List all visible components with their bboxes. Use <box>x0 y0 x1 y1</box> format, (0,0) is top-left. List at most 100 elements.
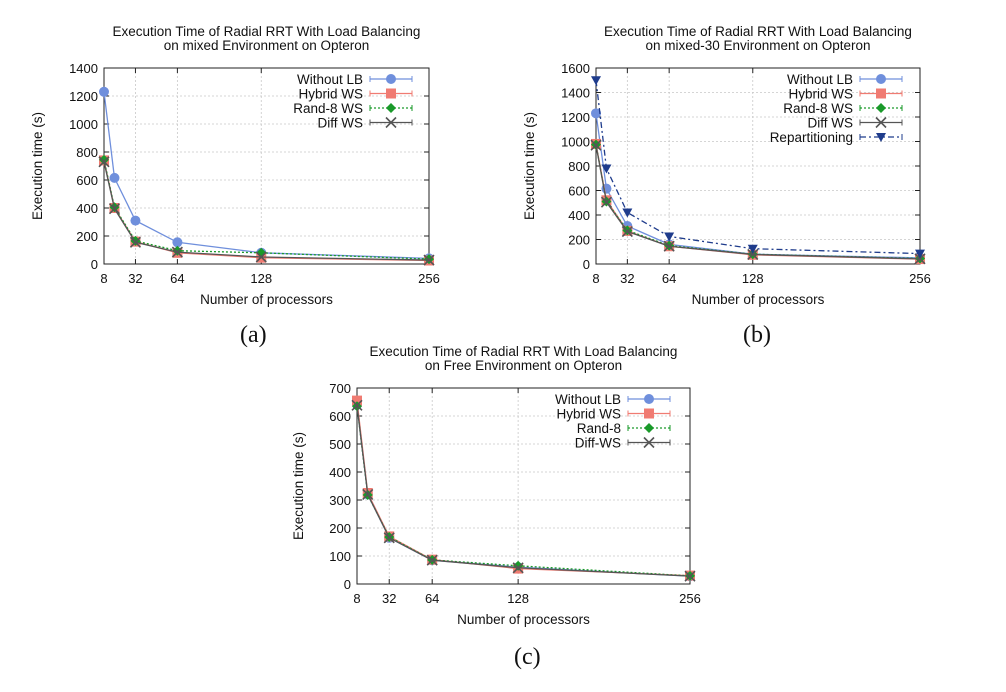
legend-label-diff-ws: Diff WS <box>807 116 853 131</box>
data-point-diff-ws <box>914 253 926 265</box>
data-point-rand-8 <box>427 554 438 565</box>
data-point-repartitioning <box>601 164 612 174</box>
data-point-hybrid-ws <box>424 255 434 266</box>
y-tick-label: 1600 <box>561 61 590 76</box>
series-line-rand-8-ws <box>103 159 430 260</box>
legend-label-diff-ws: Diff WS <box>317 116 363 131</box>
legend-label-hybrid-ws: Hybrid WS <box>556 407 621 422</box>
sublabel-b: (b) <box>743 322 771 348</box>
sublabel-c: (c) <box>514 644 541 670</box>
data-point-rand-8-ws <box>664 240 675 251</box>
data-point-without-lb <box>601 183 612 194</box>
y-tick-label: 1400 <box>561 86 590 101</box>
sublabel-a: (a) <box>240 322 267 348</box>
legend-marker-hybrid-ws <box>644 408 654 419</box>
chart-title-line: Execution Time of Radial RRT With Load B… <box>113 24 421 39</box>
data-point-without-lb <box>130 215 141 226</box>
data-point-diff-ws <box>108 203 121 215</box>
y-tick-label: 600 <box>329 409 351 424</box>
series-line-rand-8 <box>356 406 691 577</box>
chart-title-line: Execution Time of Radial RRT With Load B… <box>370 344 678 359</box>
data-point-without-lb <box>109 172 120 183</box>
legend-label-diff-ws: Diff-WS <box>575 436 621 451</box>
data-point-hybrid-ws <box>622 225 633 236</box>
x-tick-label: 32 <box>620 271 634 286</box>
y-tick-label: 500 <box>329 437 351 452</box>
plot-frame <box>103 67 430 265</box>
data-point-diff-ws <box>423 254 435 266</box>
legend-label-repartitioning: Repartitioning <box>770 130 853 145</box>
legend-marker-hybrid-ws <box>876 88 886 99</box>
y-tick-label: 400 <box>568 208 590 223</box>
legend-marker-diff-ws <box>643 436 655 449</box>
y-tick-label: 1000 <box>561 135 590 150</box>
legend-label-rand-8-ws: Rand-8 WS <box>293 101 363 116</box>
data-point-hybrid-ws <box>513 563 524 574</box>
y-tick-label: 600 <box>76 173 98 188</box>
data-point-rand-8-ws <box>256 247 267 258</box>
data-point-hybrid-ws <box>747 249 758 260</box>
data-point-repartitioning <box>915 249 925 259</box>
data-point-without-lb <box>172 237 183 248</box>
legend-label-without-lb: Without LB <box>555 392 621 407</box>
data-point-rand-8-ws <box>601 196 612 207</box>
data-point-rand-8-ws <box>915 253 925 264</box>
data-point-rand-8-ws <box>424 254 434 265</box>
data-point-without-lb <box>591 108 601 119</box>
data-point-without-lb <box>99 86 109 97</box>
data-point-diff-ws <box>383 532 395 544</box>
data-point-hybrid-ws <box>172 247 183 258</box>
series-line-rand-8-ws <box>595 144 921 260</box>
data-point-hybrid-ws <box>256 252 267 263</box>
legend-marker-hybrid-ws <box>386 88 396 99</box>
chart-2-group: 0 100 200 300 400 500 600 700 8 32 64 128 256 Executi… <box>291 344 701 627</box>
x-tick-label: 32 <box>382 591 396 606</box>
data-point-rand-8-ws <box>130 235 141 246</box>
chart-title-line: on mixed Environment on Opteron <box>164 38 370 53</box>
series-line-without-lb <box>595 113 921 259</box>
legend-marker-rand-8-ws <box>876 103 886 113</box>
x-tick-label: 128 <box>742 271 764 286</box>
y-axis-label: Execution time (s) <box>291 432 306 540</box>
data-point-without-lb <box>384 532 395 543</box>
data-point-without-lb <box>747 249 758 260</box>
y-tick-label: 0 <box>91 257 98 272</box>
data-point-diff-ws <box>747 248 759 261</box>
chart-title-line: on mixed-30 Environment on Opteron <box>645 38 870 53</box>
legend-label-rand-8: Rand-8 <box>577 421 621 436</box>
data-point-rand-8 <box>513 560 524 571</box>
data-point-hybrid-ws <box>427 554 438 565</box>
y-tick-label: 200 <box>568 233 590 248</box>
data-point-without-lb <box>362 489 373 500</box>
data-point-rand-8-ws <box>109 202 120 213</box>
data-point-rand-8-ws <box>622 225 633 236</box>
data-point-diff-ws <box>663 240 675 252</box>
data-point-diff-ws <box>426 554 438 566</box>
data-point-without-lb <box>513 562 524 573</box>
data-point-hybrid-ws <box>130 236 141 247</box>
data-point-repartitioning <box>591 76 601 86</box>
data-point-without-lb <box>424 253 434 264</box>
chart-title-line: on Free Environment on Opteron <box>425 358 622 373</box>
plot-frame <box>595 67 921 265</box>
data-point-hybrid-ws <box>915 254 925 265</box>
data-point-without-lb <box>427 555 438 566</box>
data-point-diff-ws <box>351 399 363 411</box>
y-tick-label: 1200 <box>69 89 98 104</box>
data-point-hybrid-ws <box>362 488 373 498</box>
y-tick-label: 700 <box>329 381 351 396</box>
y-tick-label: 0 <box>583 257 590 272</box>
data-point-diff-ws <box>129 236 142 248</box>
series-line-diff-ws <box>103 161 430 261</box>
x-tick-label: 32 <box>128 271 142 286</box>
x-tick-label: 128 <box>507 591 529 606</box>
x-axis-label: Number of processors <box>457 612 590 627</box>
data-point-hybrid-ws <box>99 155 109 166</box>
y-tick-label: 400 <box>329 465 351 480</box>
legend-marker-rand-8 <box>644 423 654 433</box>
data-point-diff-ws <box>362 488 374 500</box>
